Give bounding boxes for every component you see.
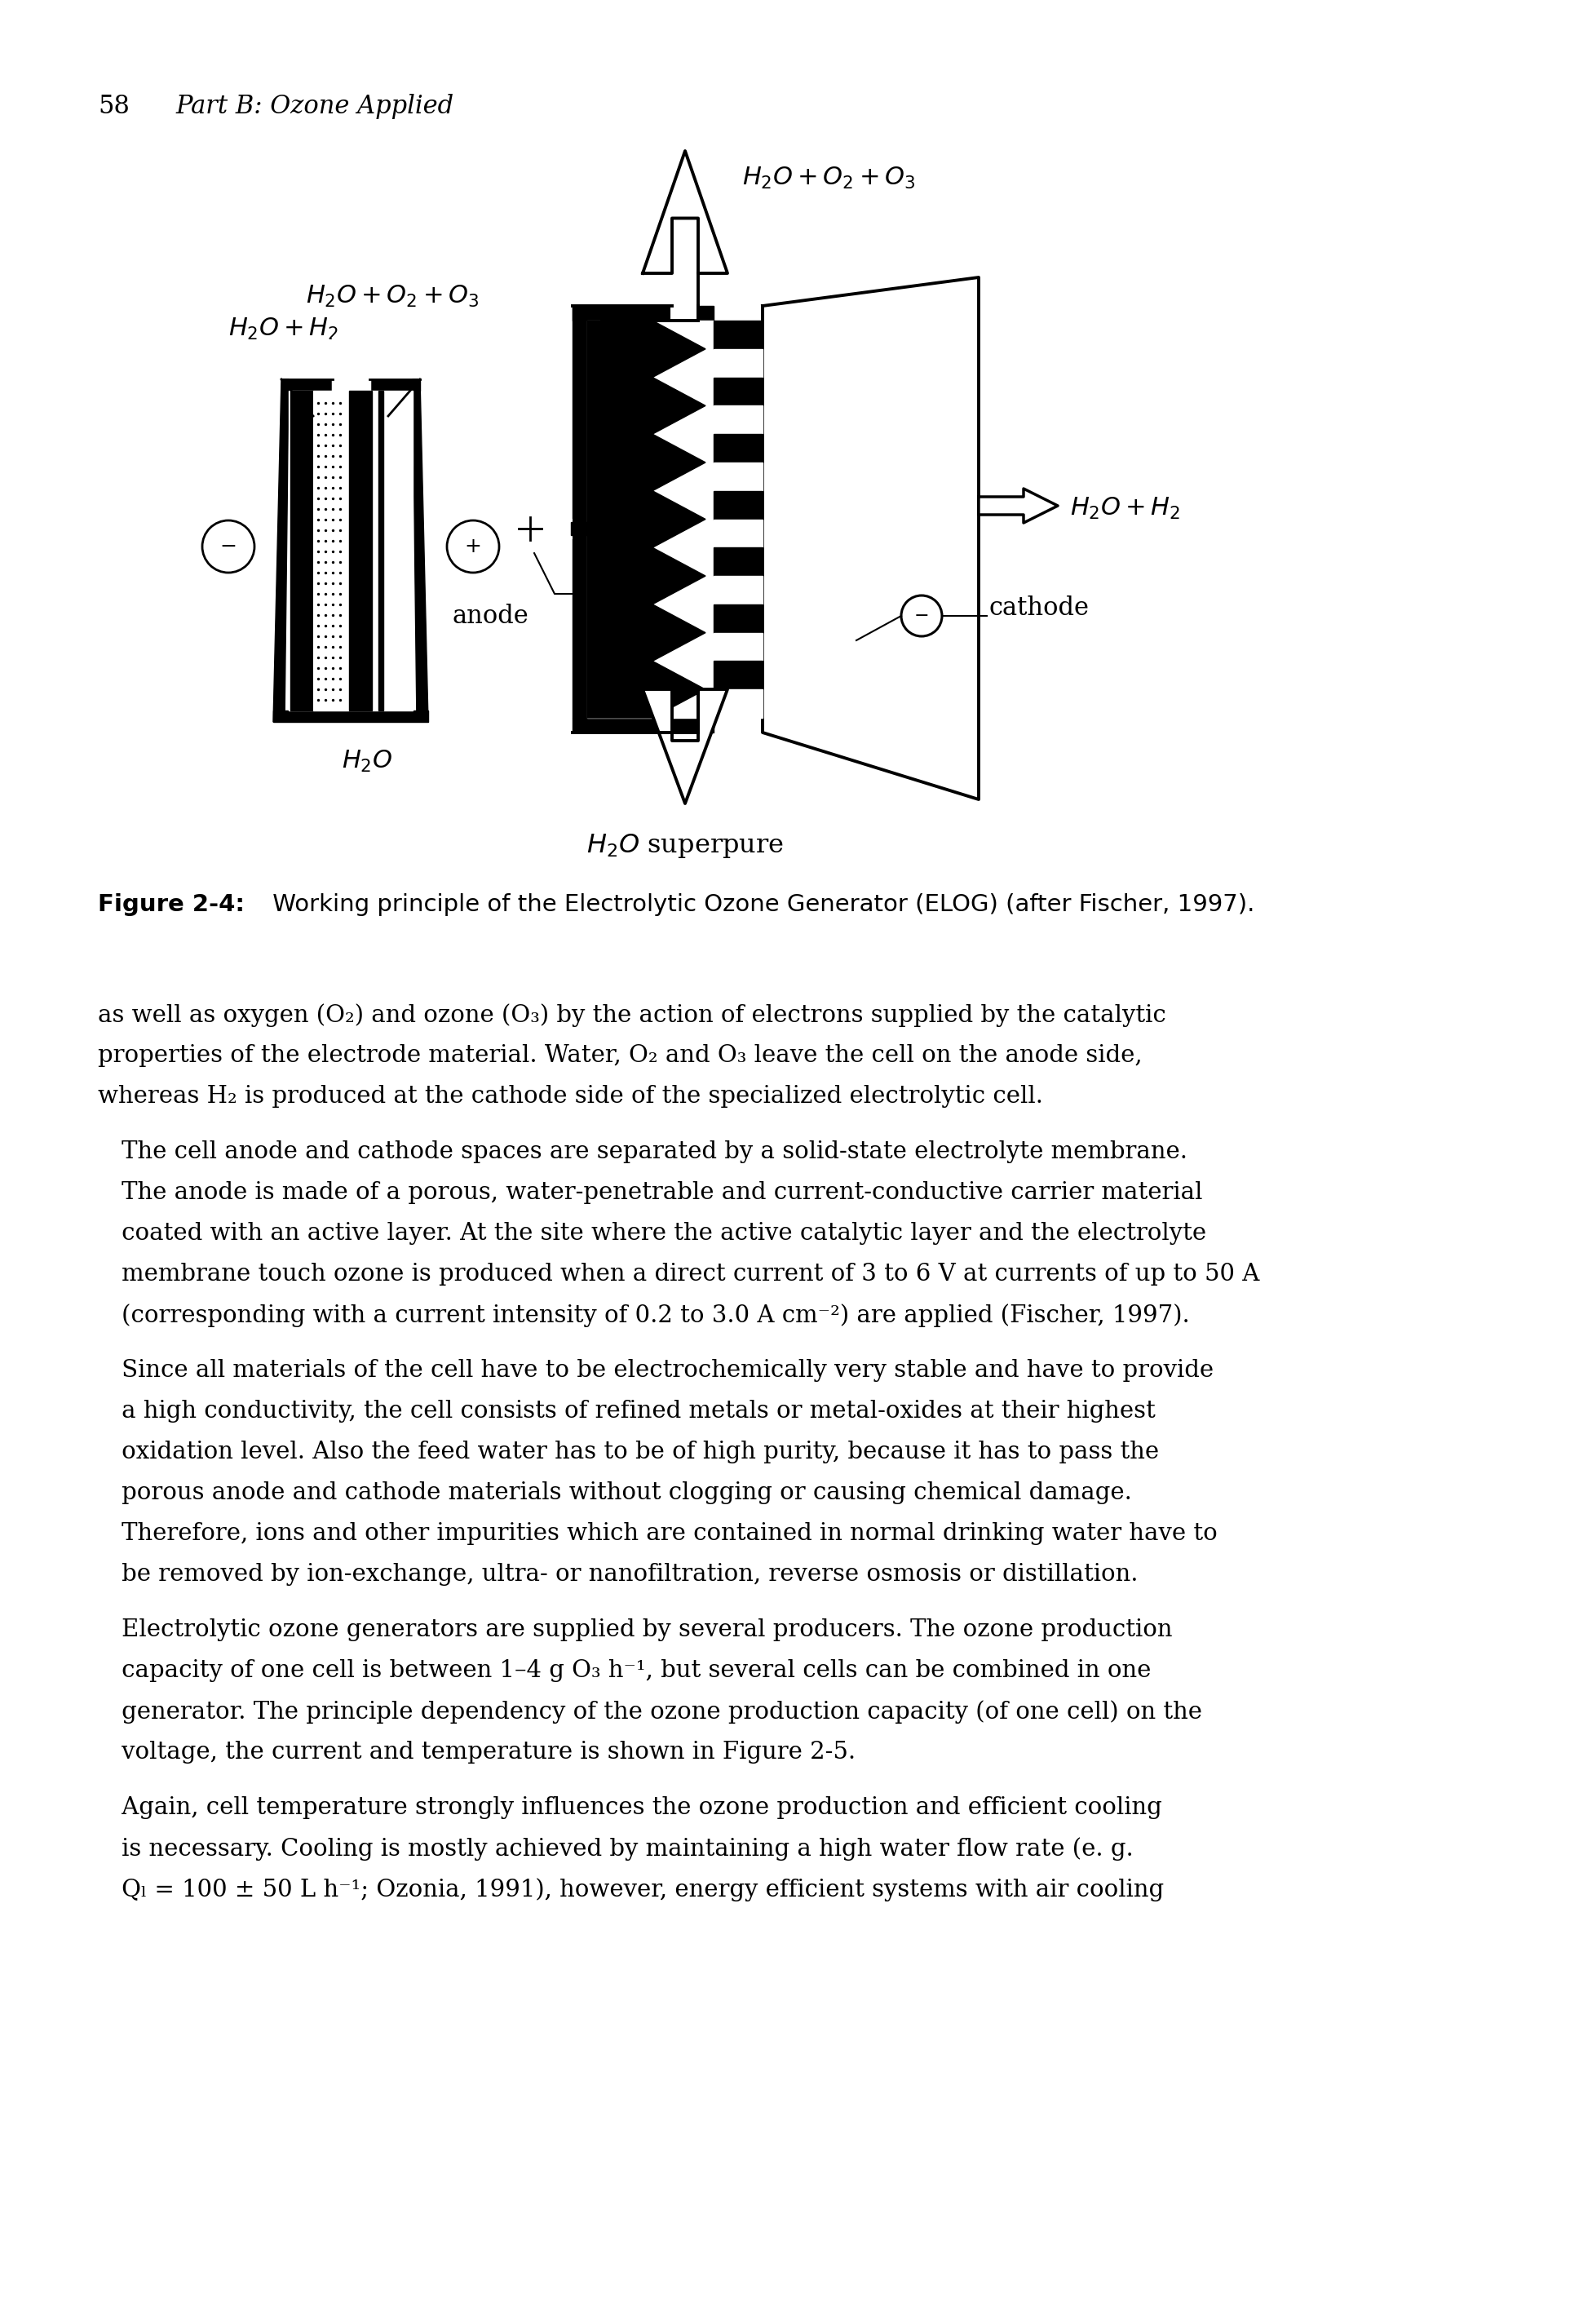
Text: is necessary. Cooling is mostly achieved by maintaining a high water flow rate (: is necessary. Cooling is mostly achieved… xyxy=(97,1836,1134,1862)
Text: electrolyte: electrolyte xyxy=(828,725,963,751)
Polygon shape xyxy=(587,321,705,718)
Text: coated with an active layer. At the site where the active catalytic layer and th: coated with an active layer. At the site… xyxy=(97,1222,1207,1246)
Bar xyxy=(587,321,713,718)
Text: Therefore, ions and other impurities which are contained in normal drinking wate: Therefore, ions and other impurities whi… xyxy=(97,1522,1218,1545)
Text: Electrolytic ozone generators are supplied by several producers. The ozone produ: Electrolytic ozone generators are suppli… xyxy=(97,1618,1172,1641)
Bar xyxy=(379,390,384,711)
Bar xyxy=(713,407,763,435)
Text: −: − xyxy=(914,607,930,625)
Text: be removed by ion-exchange, ultra- or nanofiltration, reverse osmosis or distill: be removed by ion-exchange, ultra- or na… xyxy=(97,1564,1138,1585)
Text: Since all materials of the cell have to be electrochemically very stable and hav: Since all materials of the cell have to … xyxy=(97,1360,1213,1383)
Text: voltage, the current and temperature is shown in Figure 2-5.: voltage, the current and temperature is … xyxy=(97,1741,855,1764)
Bar xyxy=(713,518,763,548)
Polygon shape xyxy=(643,151,728,274)
Text: membrane touch ozone is produced when a direct current of 3 to 6 V at currents o: membrane touch ozone is produced when a … xyxy=(97,1262,1259,1285)
Bar xyxy=(290,390,314,711)
Text: $H_2O$ superpure: $H_2O$ superpure xyxy=(586,832,783,860)
Text: The anode is made of a porous, water-penetrable and current-conductive carrier m: The anode is made of a porous, water-pen… xyxy=(97,1181,1202,1204)
Text: Working principle of the Electrolytic Ozone Generator (ELOG) (after Fischer, 199: Working principle of the Electrolytic Oz… xyxy=(264,892,1254,916)
Bar xyxy=(573,718,713,732)
Bar xyxy=(552,521,572,537)
Polygon shape xyxy=(274,379,288,723)
Text: +: + xyxy=(465,537,481,555)
Bar xyxy=(713,321,763,718)
Text: a high conductivity, the cell consists of refined metals or metal-oxides at thei: a high conductivity, the cell consists o… xyxy=(97,1399,1156,1422)
Bar xyxy=(713,349,763,376)
Bar xyxy=(713,435,763,462)
Bar xyxy=(713,321,763,349)
Bar xyxy=(314,390,347,711)
Text: Figure 2-4:: Figure 2-4: xyxy=(97,892,245,916)
Text: $H_2O$: $H_2O$ xyxy=(342,748,392,774)
Bar xyxy=(713,462,763,490)
Text: properties of the electrode material. Water, O₂ and O₃ leave the cell on the ano: properties of the electrode material. Wa… xyxy=(97,1043,1143,1067)
Text: $H_2O + H_2$: $H_2O + H_2$ xyxy=(1070,495,1180,521)
Text: (corresponding with a current intensity of 0.2 to 3.0 A cm⁻²) are applied (Fisch: (corresponding with a current intensity … xyxy=(97,1304,1189,1327)
Bar xyxy=(274,711,428,723)
Text: The cell anode and cathode spaces are separated by a solid-state electrolyte mem: The cell anode and cathode spaces are se… xyxy=(97,1141,1188,1164)
Bar xyxy=(349,390,373,711)
Text: $H_2O + O_2 + O_3$: $H_2O + O_2 + O_3$ xyxy=(306,284,479,309)
Text: $H_2O + O_2 + O_3$: $H_2O + O_2 + O_3$ xyxy=(742,165,915,191)
Bar xyxy=(288,390,412,711)
Text: oxidation level. Also the feed water has to be of high purity, because it has to: oxidation level. Also the feed water has… xyxy=(97,1441,1159,1464)
Text: Part B: Ozone Applied: Part B: Ozone Applied xyxy=(175,93,454,119)
Text: as well as oxygen (O₂) and ozone (O₃) by the action of electrons supplied by the: as well as oxygen (O₂) and ozone (O₃) by… xyxy=(97,1004,1165,1027)
Bar xyxy=(333,339,369,390)
Bar xyxy=(713,690,763,718)
Bar xyxy=(573,307,587,718)
Polygon shape xyxy=(643,690,728,804)
Bar xyxy=(573,307,713,321)
Text: capacity of one cell is between 1–4 g O₃ h⁻¹, but several cells can be combined : capacity of one cell is between 1–4 g O₃… xyxy=(97,1659,1151,1683)
Text: Again, cell temperature strongly influences the ozone production and efficient c: Again, cell temperature strongly influen… xyxy=(97,1796,1162,1820)
Bar xyxy=(572,523,595,535)
Polygon shape xyxy=(979,488,1057,523)
Text: anode: anode xyxy=(452,604,529,630)
Bar xyxy=(713,576,763,604)
Text: −: − xyxy=(220,537,237,555)
Bar xyxy=(282,379,420,390)
Bar xyxy=(713,632,763,660)
Text: porous anode and cathode materials without clogging or causing chemical damage.: porous anode and cathode materials witho… xyxy=(97,1480,1132,1504)
Text: whereas H₂ is produced at the cathode side of the specialized electrolytic cell.: whereas H₂ is produced at the cathode si… xyxy=(97,1085,1043,1109)
Polygon shape xyxy=(763,277,979,799)
Bar xyxy=(713,660,763,690)
Bar xyxy=(713,376,763,407)
Bar xyxy=(713,604,763,632)
Text: $H_2O + H_2$: $H_2O + H_2$ xyxy=(228,316,339,342)
Text: 58: 58 xyxy=(97,93,129,119)
Polygon shape xyxy=(412,379,428,723)
Bar xyxy=(713,490,763,518)
Text: generator. The principle dependency of the ozone production capacity (of one cel: generator. The principle dependency of t… xyxy=(97,1699,1202,1724)
Text: cathode: cathode xyxy=(989,595,1089,621)
Bar xyxy=(713,548,763,576)
Text: Qₗ = 100 ± 50 L h⁻¹; Ozonia, 1991), however, energy efficient systems with air c: Qₗ = 100 ± 50 L h⁻¹; Ozonia, 1991), howe… xyxy=(97,1878,1164,1901)
Bar xyxy=(672,274,699,690)
Circle shape xyxy=(508,507,552,551)
